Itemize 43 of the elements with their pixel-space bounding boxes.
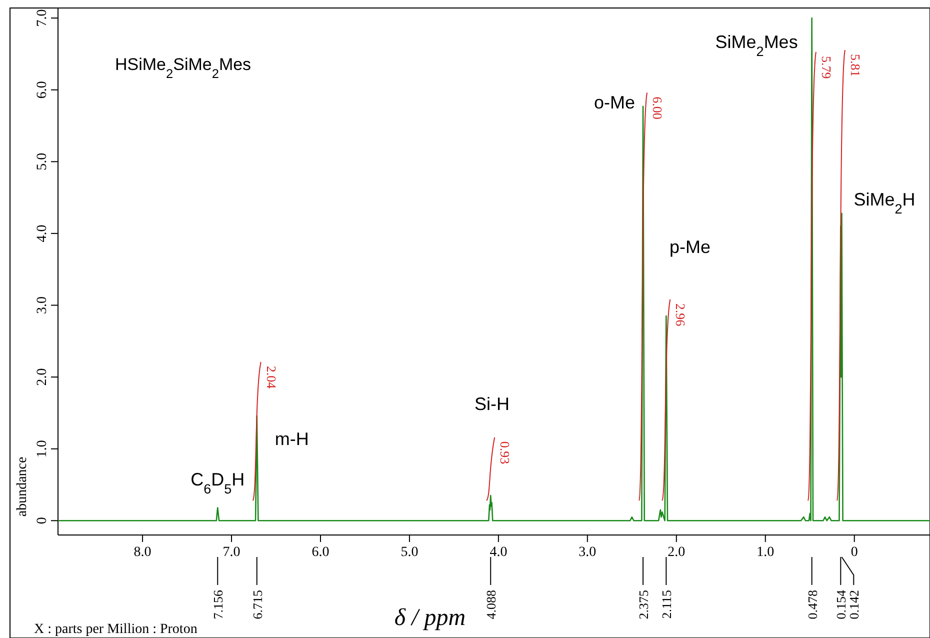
x-tick-label: 6.0 (312, 545, 330, 560)
annotation: C$_{6}$D$_{5}$H (190, 470, 245, 496)
x-tick-label: 7.0 (222, 545, 240, 560)
x-tick-label: 4.0 (490, 545, 508, 560)
y-tick-label: 4.0 (35, 224, 50, 242)
annotation: 0.93 (498, 441, 513, 464)
annotation: m-H (274, 428, 309, 449)
annotation: 0.478 (804, 590, 820, 620)
y-tick-label: 5.0 (35, 152, 50, 170)
annotation: p-Me (669, 237, 711, 257)
x-tick-label: 1.0 (756, 545, 774, 560)
x-axis-title: δ / ppm (394, 605, 466, 631)
annotation: 4.088 (484, 590, 499, 620)
x-tick-label: 0 (850, 545, 858, 560)
annotation: 6.715 (250, 590, 265, 620)
annotation: SiMe$_{2}$H (854, 189, 916, 216)
y-tick-label: 0 (35, 517, 50, 524)
y-tick-label: 1.0 (35, 440, 50, 458)
annotation: SiMe$_{2}$Mes (715, 32, 798, 59)
annotation: 0.154 (834, 590, 849, 620)
y-tick-label: 7.0 (35, 9, 50, 27)
annotation: 7.156 (210, 590, 226, 620)
annotation: 2.375 (636, 590, 652, 620)
y-tick-label: 3.0 (35, 296, 50, 314)
annotation: 2.96 (673, 303, 688, 327)
text: X : parts per Million : Proton (34, 622, 198, 637)
x-tick-label: 8.0 (134, 545, 152, 560)
annotation: 5.81 (848, 54, 863, 77)
annotation: 2.115 (659, 590, 674, 619)
annotation: 5.79 (819, 56, 834, 79)
annotation: o-Me (594, 92, 636, 112)
annotation: 0.142 (846, 590, 862, 620)
text: HSiMe$_{2}$SiMe$_{2}$Mes (115, 55, 252, 80)
line-series (57, 17, 930, 522)
annotation: 2.04 (264, 366, 279, 390)
y-tick-label: 6.0 (35, 81, 50, 99)
y-tick-label: 2.0 (35, 368, 50, 386)
x-tick-label: 3.0 (578, 545, 596, 560)
y-axis-title: abundance (15, 456, 30, 517)
annotation: 6.00 (650, 96, 666, 120)
x-tick-label: 5.0 (400, 545, 418, 560)
annotation: Si-H (474, 394, 510, 414)
x-tick-label: 2.0 (668, 545, 686, 560)
